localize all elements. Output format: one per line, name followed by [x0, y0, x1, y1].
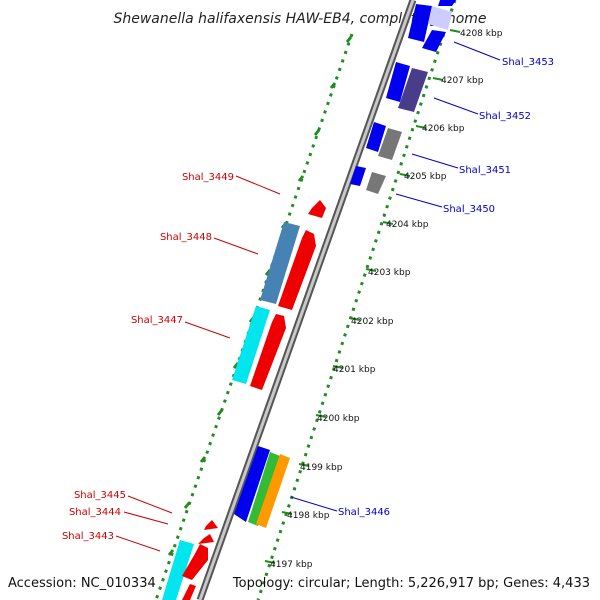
forward-label-leaders	[290, 41, 501, 512]
gene-label-shal-3445[interactable]: Shal_3445	[74, 490, 126, 501]
gene-label-shal-3444[interactable]: Shal_3444	[69, 507, 121, 518]
cds-reverse	[198, 534, 214, 544]
gene-label-shal-3452[interactable]: Shal_3452	[479, 111, 531, 122]
forward-gene-labels: Shal_3453 Shal_3452 Shal_3451 Shal_3450 …	[338, 57, 554, 518]
tick-label: 4198 kbp	[287, 511, 330, 521]
cds-forward	[350, 166, 366, 186]
reverse-strand-features	[162, 200, 326, 600]
tick-label: 4206 kbp	[422, 124, 465, 134]
cds-forward	[366, 122, 386, 152]
cds-reverse	[182, 544, 208, 580]
gene-label-shal-3453[interactable]: Shal_3453	[502, 57, 554, 68]
cds-lavender	[428, 6, 452, 30]
tick-ring	[256, 0, 457, 600]
gene-label-shal-3450[interactable]: Shal_3450	[443, 204, 495, 215]
cds-reverse	[278, 230, 316, 310]
tick-label: 4199 kbp	[300, 463, 343, 473]
cds-cyan	[162, 540, 194, 600]
cds-grey	[378, 128, 402, 160]
cds-forward	[438, 0, 456, 6]
cds-forward	[234, 446, 270, 522]
tick-label: 4202 kbp	[351, 317, 394, 327]
cds-reverse	[204, 520, 218, 530]
tick-labels: 4208 kbp 4207 kbp 4206 kbp 4205 kbp 4204…	[270, 29, 503, 570]
tick-label: 4207 kbp	[441, 76, 484, 86]
reverse-gene-labels: Shal_3449 Shal_3448 Shal_3447 Shal_3445 …	[62, 172, 234, 542]
map-title: Shewanella halifaxensis HAW-EB4, complet…	[113, 11, 486, 27]
tick-label: 4205 kbp	[404, 172, 447, 182]
gene-label-shal-3446[interactable]: Shal_3446	[338, 507, 390, 518]
reverse-label-leaders	[115, 175, 281, 552]
gene-label-shal-3443[interactable]: Shal_3443	[62, 531, 114, 542]
cds-orange	[256, 454, 290, 528]
cds-cyan	[232, 306, 270, 384]
tick-label: 4208 kbp	[460, 29, 503, 39]
cds-grey	[366, 172, 386, 194]
cds-reverse	[250, 314, 286, 390]
topology-text: Topology: circular; Length: 5,226,917 bp…	[232, 576, 590, 591]
forward-strand-features	[234, 0, 456, 528]
tick-marks	[264, 29, 461, 564]
cds-darkslate	[398, 68, 428, 112]
tick-label: 4200 kbp	[317, 414, 360, 424]
gene-label-shal-3448[interactable]: Shal_3448	[160, 232, 212, 243]
cds-forward	[422, 30, 446, 52]
tick-label: 4197 kbp	[270, 560, 313, 570]
cds-reverse	[308, 200, 326, 218]
accession-text: Accession: NC_010334	[8, 576, 156, 591]
tick-label: 4203 kbp	[368, 268, 411, 278]
cds-green	[248, 452, 280, 526]
cds-forward	[386, 62, 410, 102]
tick-label: 4201 kbp	[333, 365, 376, 375]
cds-reverse	[182, 584, 196, 600]
cds-steelblue	[260, 222, 300, 304]
gene-label-shal-3447[interactable]: Shal_3447	[131, 315, 183, 326]
gene-label-shal-3449[interactable]: Shal_3449	[182, 172, 234, 183]
gene-label-shal-3451[interactable]: Shal_3451	[459, 165, 511, 176]
tick-label: 4204 kbp	[386, 220, 429, 230]
genome-backbone-highlight	[198, 0, 415, 600]
cds-forward	[408, 4, 432, 42]
